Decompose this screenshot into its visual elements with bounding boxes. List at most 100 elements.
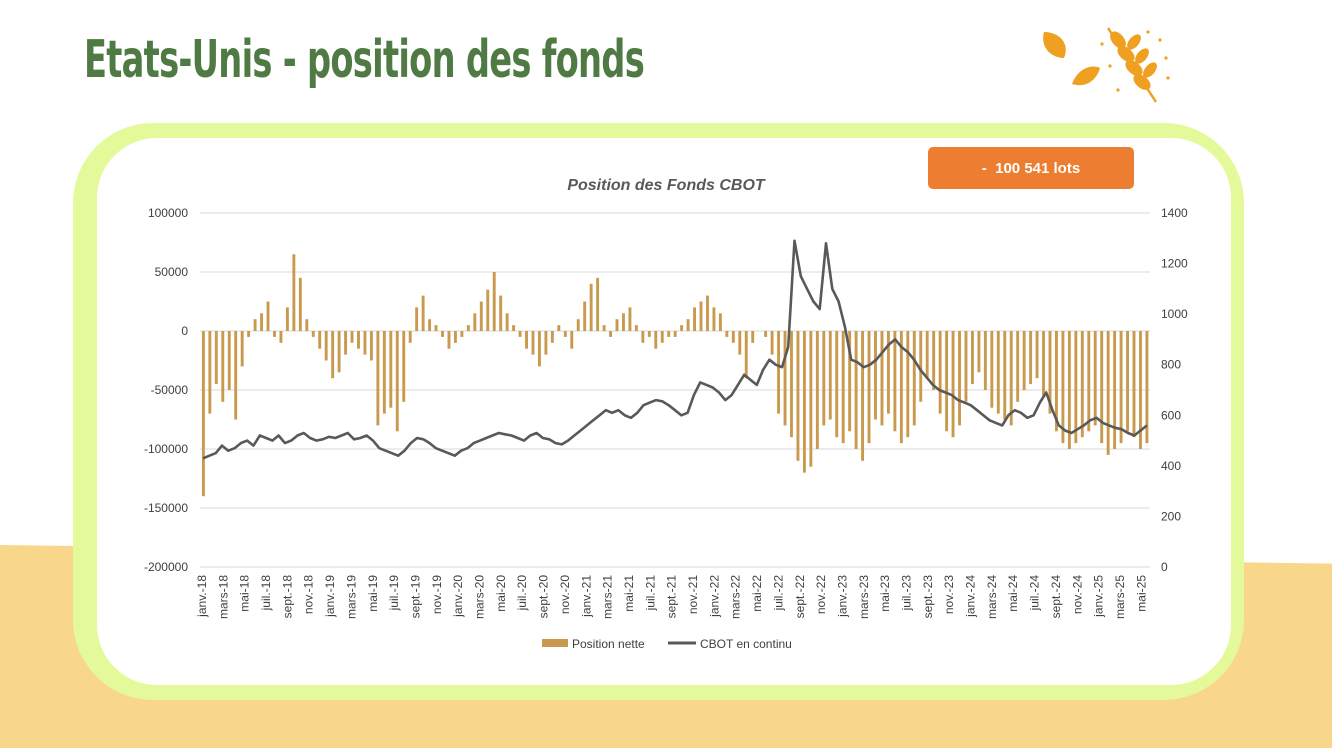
position-bar (1048, 331, 1052, 414)
gridlines (200, 212, 1150, 568)
x-tick-label: mai-24 (1006, 575, 1020, 612)
position-bar (583, 301, 587, 331)
x-tick-label: sept.-21 (665, 575, 679, 619)
position-bar (622, 313, 625, 331)
position-bar (1145, 331, 1149, 444)
x-tick-label: janv.-21 (579, 575, 593, 618)
x-tick-label: mars-22 (729, 575, 743, 619)
x-tick-label: mai-22 (750, 575, 764, 612)
right-tick-label: 600 (1161, 408, 1181, 422)
position-bar (273, 331, 276, 337)
position-bar (996, 331, 1000, 414)
position-bar (570, 331, 574, 349)
position-bar (912, 331, 916, 426)
position-bar (460, 331, 464, 337)
position-bar (802, 331, 806, 473)
position-bar (221, 331, 225, 402)
position-bar (557, 325, 561, 331)
position-bar (260, 313, 264, 331)
position-bar (1080, 331, 1084, 438)
position-bar (447, 331, 451, 349)
x-tick-label: nov.-21 (686, 575, 700, 614)
x-tick-label: mai-25 (1134, 575, 1148, 612)
position-bar (886, 331, 890, 414)
position-bar (686, 319, 690, 331)
position-bar (977, 331, 981, 373)
position-bar (958, 331, 961, 426)
x-tick-label: mars-24 (985, 575, 999, 619)
left-tick-label: 0 (181, 324, 188, 338)
left-tick-label: -200000 (144, 560, 188, 574)
position-bar (744, 331, 748, 379)
x-tick-label: juil.-18 (259, 575, 273, 612)
x-tick-label: sept.-24 (1049, 575, 1063, 619)
position-bar (344, 331, 348, 355)
x-tick-label: nov.-20 (558, 575, 572, 614)
position-bar (279, 331, 283, 343)
x-tick-label: mai-19 (366, 575, 380, 612)
x-tick-label: sept.-18 (280, 575, 294, 619)
position-bar (835, 331, 839, 438)
position-bar (376, 331, 380, 426)
position-bar (544, 331, 548, 355)
position-bar (1042, 331, 1045, 396)
x-tick-label: mai-20 (494, 575, 508, 612)
x-tick-label: juil.-24 (1028, 575, 1042, 612)
position-bar (298, 277, 302, 331)
position-bar (634, 325, 638, 331)
position-bar (1119, 331, 1123, 444)
position-bar (628, 307, 632, 331)
position-bar (861, 331, 865, 461)
position-bar (790, 331, 793, 438)
position-bar (731, 331, 735, 343)
position-bar (240, 331, 244, 367)
legend: Position nette CBOT en continu (542, 637, 792, 651)
position-bar (654, 331, 658, 349)
position-bar (906, 331, 910, 438)
position-bar (777, 331, 781, 414)
x-tick-label: juil.-19 (387, 575, 401, 612)
position-bar (311, 331, 315, 337)
right-tick-label: 1000 (1161, 307, 1188, 321)
position-bar (408, 331, 412, 343)
position-bar (919, 331, 923, 402)
left-tick-label: 50000 (155, 265, 189, 279)
position-bar (324, 331, 328, 361)
position-bar (453, 331, 457, 343)
position-bar (899, 331, 903, 444)
position-bar (699, 301, 703, 331)
position-bar (415, 307, 419, 331)
cbot-line (202, 239, 1148, 460)
position-bar (1100, 331, 1104, 444)
position-bar (531, 331, 535, 355)
position-bar (512, 325, 516, 331)
position-bar (525, 331, 528, 349)
position-bar (1106, 331, 1110, 455)
position-bar (854, 331, 858, 449)
position-bar (201, 331, 205, 497)
left-tick-label: -50000 (151, 383, 189, 397)
position-bar (1035, 331, 1039, 379)
position-bar (402, 331, 406, 402)
position-bar (395, 331, 399, 432)
right-tick-label: 400 (1161, 459, 1181, 473)
x-tick-label: nov.-23 (942, 575, 956, 614)
position-bar (602, 325, 606, 331)
position-bar (641, 331, 645, 343)
x-tick-label: sept.-19 (408, 575, 422, 619)
position-bar (1016, 331, 1020, 402)
position-bar (647, 331, 651, 337)
position-bar (718, 313, 722, 331)
position-bar (783, 331, 787, 426)
position-bar (350, 331, 354, 343)
left-tick-label: -150000 (144, 501, 188, 515)
position-bar (421, 295, 425, 331)
position-bar (285, 307, 289, 331)
position-bar (208, 331, 212, 414)
position-bar (331, 331, 335, 379)
left-tick-label: 100000 (148, 206, 188, 220)
position-bar (227, 331, 231, 390)
x-tick-label: janv.-19 (323, 575, 337, 618)
position-bar (938, 331, 942, 414)
